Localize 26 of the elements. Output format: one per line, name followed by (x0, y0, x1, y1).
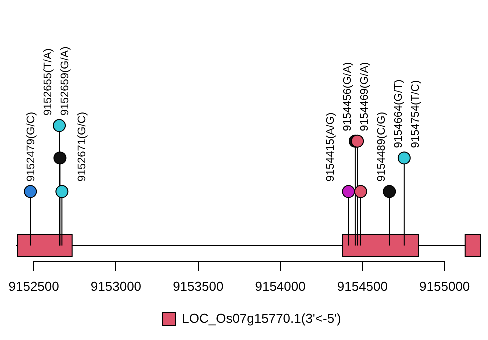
annotation: 9152479(G/C) (26, 112, 38, 182)
text: 9152655(T/A) (42, 48, 55, 116)
annotation: 9154469(G/A) (358, 62, 371, 132)
x-tick-label: 9152500 (8, 278, 60, 294)
legend-label: LOC_Os07g15770.1(3'<-5') (182, 311, 342, 326)
point (342, 185, 356, 198)
x-tick-label: 9155000 (420, 278, 470, 294)
annotation: 9154415(A/G) (324, 112, 337, 182)
point (56, 185, 69, 198)
point (398, 152, 411, 165)
x-tick-label: 9154000 (255, 278, 306, 294)
annotation: 9152671(G/C) (76, 112, 89, 182)
point (24, 185, 38, 198)
x-tick-label: 9153000 (90, 278, 142, 294)
annotation: 9154664(G/T) (392, 80, 405, 148)
point (383, 185, 396, 198)
point (54, 152, 67, 165)
annotation: 9154489(C/G) (376, 112, 388, 182)
x-tick-label: 9153500 (173, 278, 224, 294)
annotation: 9154456(G/A) (342, 62, 354, 132)
point (53, 119, 66, 132)
point (354, 185, 368, 198)
x-tick-label: 9154500 (337, 278, 388, 294)
point (351, 134, 364, 148)
annotation: 9154754(T/C) (410, 80, 422, 148)
text: 9152659(G/A) (60, 46, 72, 116)
